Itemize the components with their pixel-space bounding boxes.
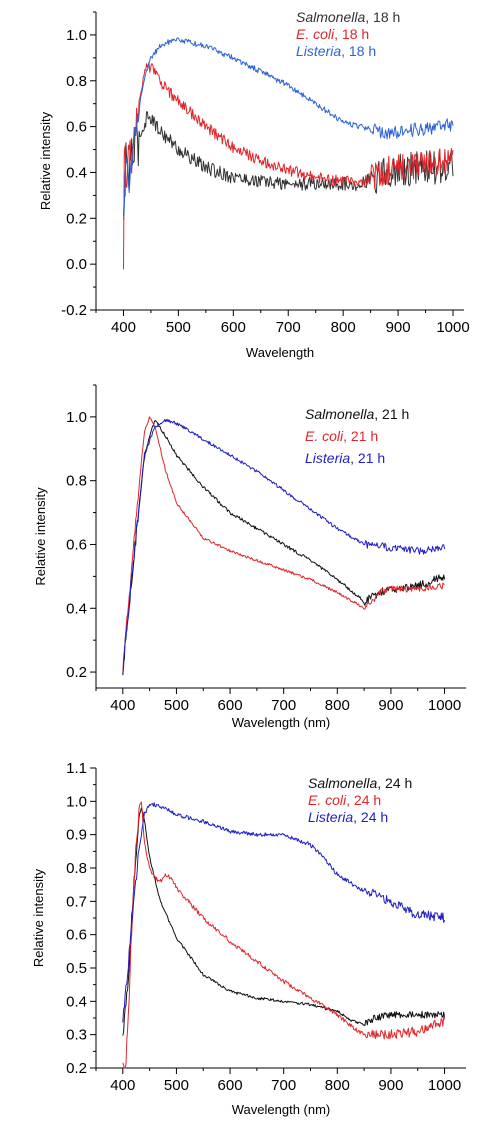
series-line-listeria (122, 418, 446, 675)
y-tick-label: 0.9 (66, 827, 87, 844)
y-tick-label: 1.1 (66, 760, 87, 777)
y-tick-label: 0.2 (66, 210, 87, 227)
legend-series-name: E. coli (296, 26, 335, 42)
x-tick-label: 1000 (428, 697, 461, 714)
legend-entry: E. coli, 18 h (296, 26, 369, 42)
y-tick-label: 0.8 (66, 473, 87, 490)
legend-series-time: , 24 h (377, 775, 412, 791)
x-axis-title: Wavelength (nm) (232, 715, 331, 730)
y-tick-label: 0.6 (66, 927, 87, 944)
x-tick-label: 800 (331, 319, 356, 336)
x-tick-label: 500 (166, 319, 191, 336)
legend-entry: Listeria, 18 h (296, 43, 376, 59)
chart-panel-2: 400 500 600 700 800 900 1000 0.2 0.4 0.6 0.8 1.0 Wav… (33, 384, 466, 730)
y-tick-label: 0.4 (66, 993, 87, 1010)
legend-series-name: Listeria (296, 43, 341, 59)
y-tick-label: 0.7 (66, 893, 87, 910)
x-tick-label: 900 (378, 1077, 403, 1094)
x-tick-label: 800 (325, 697, 350, 714)
y-tick-label: 0.6 (66, 119, 87, 136)
series-line-e-coli (122, 416, 445, 674)
x-tick-label: 600 (218, 697, 243, 714)
y-tick-label: 0.2 (66, 1060, 87, 1077)
series-line-listeria (123, 37, 454, 220)
x-axis-title: Wavelength (nm) (232, 1102, 331, 1117)
y-tick-label: -0.2 (61, 302, 87, 319)
legend-series-name: Salmonella (308, 775, 377, 791)
legend-series-time: , 24 h (346, 792, 381, 808)
legend-entry: Salmonella, 18 h (296, 9, 400, 25)
legend-series-name: Listeria (305, 450, 350, 466)
legend-entry: E. coli, 21 h (305, 428, 378, 444)
legend-series-name: E. coli (308, 792, 347, 808)
x-tick-label: 700 (271, 1077, 296, 1094)
y-tick-label: 1.0 (66, 409, 87, 426)
x-tick-label: 600 (221, 319, 246, 336)
y-axis-title: Relative intensity (31, 868, 46, 967)
y-tick-label: 0.4 (66, 600, 87, 617)
x-tick-label: 500 (164, 1077, 189, 1094)
legend-series-name: E. coli (305, 428, 344, 444)
x-tick-label: 800 (325, 1077, 350, 1094)
x-tick-label: 900 (386, 319, 411, 336)
x-tick-label: 1000 (428, 1077, 461, 1094)
chart-panel-1: 400 500 600 700 800 900 1000 -0.2 0.0 0.2 0.4 0.6 0.… (38, 9, 470, 360)
series-line-salmonella (122, 807, 446, 1036)
x-tick-label: 900 (378, 697, 403, 714)
x-tick-label: 400 (110, 1077, 135, 1094)
chart-panel-3: 400 500 600 700 800 900 1000 0.2 0.3 0.4 0.5 0.6 0.7… (31, 760, 466, 1117)
legend-series-time: , 18 h (334, 26, 369, 42)
series-line-e-coli (122, 801, 446, 1069)
legend-entry: E. coli, 24 h (308, 792, 381, 808)
legend-series-time: , 18 h (341, 43, 376, 59)
y-axis-title: Relative intensity (33, 487, 48, 586)
x-tick-label: 700 (271, 697, 296, 714)
y-tick-label: 0.3 (66, 1027, 87, 1044)
legend-series-time: , 24 h (353, 809, 388, 825)
legend-entry: Salmonella, 24 h (308, 775, 412, 791)
x-tick-label: 400 (110, 697, 135, 714)
y-tick-label: 0.0 (66, 256, 87, 273)
x-tick-label: 600 (218, 1077, 243, 1094)
y-tick-label: 0.5 (66, 960, 87, 977)
y-tick-label: 0.8 (66, 73, 87, 90)
x-tick-label: 700 (276, 319, 301, 336)
x-tick-label: 400 (111, 319, 136, 336)
series-line-salmonella (123, 111, 454, 216)
y-tick-label: 1.0 (66, 793, 87, 810)
legend-series-time: , 21 h (343, 428, 378, 444)
legend-series-time: , 21 h (374, 406, 409, 422)
legend-entry: Salmonella, 21 h (305, 406, 409, 422)
x-axis-title: Wavelength (246, 345, 314, 360)
y-tick-label: 0.8 (66, 860, 87, 877)
legend-series-time: , 18 h (365, 9, 400, 25)
y-tick-label: 0.6 (66, 536, 87, 553)
legend-series-time: , 21 h (350, 450, 385, 466)
legend-series-name: Listeria (308, 809, 353, 825)
y-tick-label: 1.0 (66, 27, 87, 44)
legend-series-name: Salmonella (296, 9, 365, 25)
y-tick-label: 0.4 (66, 164, 87, 181)
legend-series-name: Salmonella (305, 406, 374, 422)
legend-entry: Listeria, 24 h (308, 809, 388, 825)
x-tick-label: 500 (164, 697, 189, 714)
x-tick-label: 1000 (436, 319, 469, 336)
series-line-listeria (122, 802, 446, 1023)
y-axis-title: Relative intensity (38, 111, 53, 210)
series-line-e-coli (123, 61, 454, 270)
legend-entry: Listeria, 21 h (305, 450, 385, 466)
y-tick-label: 0.2 (66, 664, 87, 681)
